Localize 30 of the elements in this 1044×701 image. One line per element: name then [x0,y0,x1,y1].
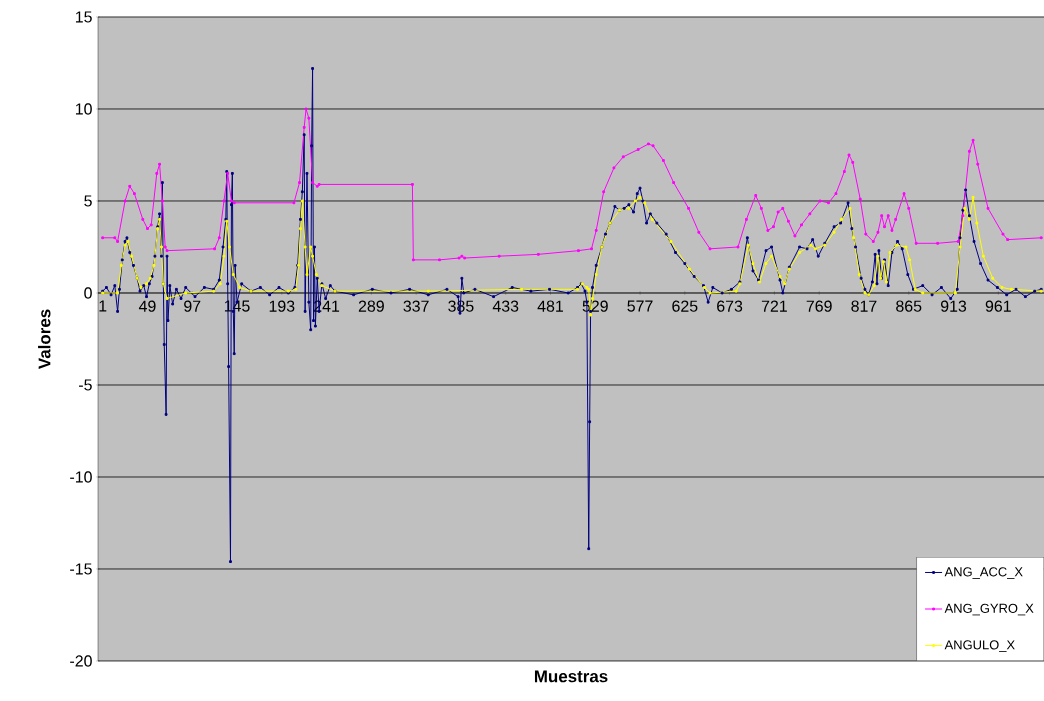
x-tick-label: 193 [269,300,295,312]
y-tick-label: -5 [79,379,92,391]
x-tick-label: 769 [806,300,832,312]
y-tick-label: 15 [75,11,92,23]
x-tick-label: 433 [492,300,519,312]
y-tick-label: -20 [70,655,92,667]
y-tick-label: 5 [84,195,92,207]
y-axis-title: Valores [38,309,51,370]
x-tick-label: 337 [403,300,429,312]
x-tick-label: 97 [184,300,201,312]
legend-label: ANG_GYRO_X [944,603,1034,616]
x-tick-label: 481 [537,300,563,312]
x-axis-title: Muestras [534,670,608,683]
y-tick-label: 10 [75,103,92,115]
x-tick-label: 913 [940,300,967,312]
x-tick-label: 49 [138,300,156,312]
x-tick-label: 1 [99,300,107,312]
x-tick-label: 625 [672,300,698,312]
x-tick-label: 817 [851,300,877,312]
x-tick-label: 673 [717,300,743,312]
x-tick-label: 577 [627,300,653,312]
y-tick-label: 0 [84,287,92,299]
y-tick-label: -15 [70,563,92,575]
legend-label: ANG_ACC_X [944,567,1023,579]
x-tick-label: 289 [358,300,384,312]
x-tick-label: 721 [761,300,787,312]
x-tick-label: 865 [896,300,922,312]
y-tick-label: -10 [70,471,92,483]
x-tick-label: 961 [985,300,1011,312]
legend-label: ANGULO_X [944,640,1015,652]
